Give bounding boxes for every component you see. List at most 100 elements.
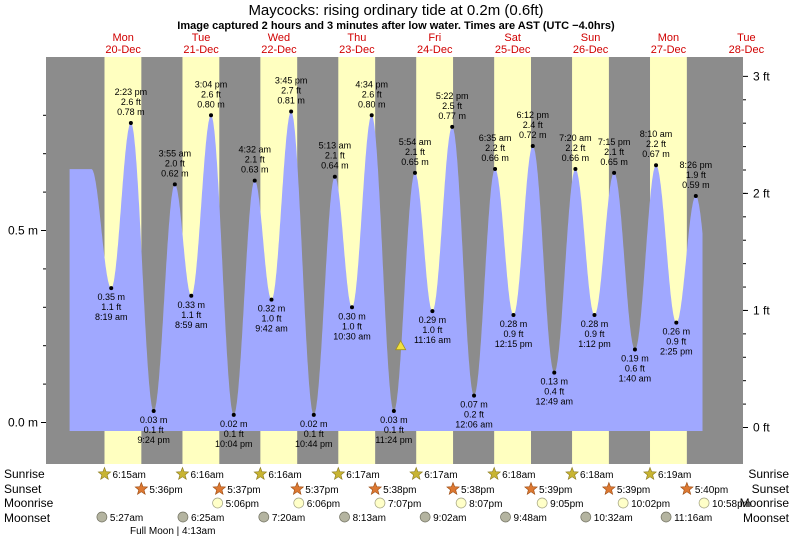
day-of-week: Tue [192,32,211,44]
tide-label: 7:20 am [559,133,592,143]
tide-point [311,412,316,417]
tide-point [109,286,114,291]
tide-label: 0.63 m [241,165,269,175]
tide-label: 0.13 m [541,377,569,387]
tide-point [252,178,257,183]
tide-label: 2.2 ft [646,139,667,149]
moonrise-time: 8:07pm [469,499,502,510]
day-of-week: Fri [428,32,441,44]
sunset-icon [368,481,383,495]
tide-label: 5:13 am [319,141,352,151]
sunrise-time: 6:15am [113,470,146,481]
moonset-label-right: Moonset [743,511,790,525]
day-date: 21-Dec [183,44,219,56]
tide-label: 12:49 am [536,397,574,407]
tide-point [412,170,417,175]
tide-point [612,170,617,175]
tide-label: 0.64 m [321,161,349,171]
tide-point [332,174,337,179]
tide-label: 0.07 m [460,400,488,410]
moonset-time: 5:27am [110,513,143,524]
chart-title: Maycocks: rising ordinary tide at 0.2m (… [248,2,543,19]
tide-label: 0.9 ft [666,337,687,347]
tide-label: 0.78 m [117,107,145,117]
tide-point [472,393,477,398]
tide-label: 0.28 m [581,319,609,329]
sunrise-icon [487,466,502,480]
day-of-week: Thu [347,32,366,44]
sunset-time: 5:38pm [461,485,494,496]
sunset-icon [134,481,149,495]
current-tide-marker [395,339,407,351]
sunrise-time: 6:16am [268,470,301,481]
tide-point [189,293,194,298]
moonrise-icon [617,497,629,509]
sunrise-label-right: Sunrise [748,467,789,481]
sunset-icon [679,481,694,495]
tide-label: 2.2 ft [485,143,506,153]
tide-label: 3:04 pm [195,79,228,89]
day-headers: Mon20-DecTue21-DecWed22-DecThu23-DecFri2… [105,32,764,56]
tide-label: 1.0 ft [342,321,363,331]
tide-extrema: 0.35 m1.1 ft8:19 am2:23 pm2.6 ft0.78 m0.… [95,75,712,448]
tide-point [573,167,578,172]
tide-label: 0.03 m [140,415,168,425]
sunset-label-right: Sunset [752,482,790,496]
sunset-time: 5:37pm [227,485,260,496]
sunrise-time: 6:18am [502,470,535,481]
tide-label: 11:24 pm [375,435,412,445]
tide-label: 6:35 am [479,133,512,143]
tide-label: 0.6 ft [625,364,646,374]
tide-label: 8:10 am [640,129,673,139]
moonset-time: 10:32am [594,513,633,524]
moonrise-icon [212,497,223,509]
tide-label: 2:25 pm [660,347,693,357]
tide-point [592,312,597,317]
moonrise-icon [698,497,710,509]
tide-label: 0.1 ft [304,429,325,439]
day-date: 27-Dec [651,44,687,56]
tide-label: 2.5 ft [442,101,463,111]
tide-label: 0.66 m [481,153,509,163]
tide-point [430,309,435,314]
sunrise-time: 6:18am [580,470,613,481]
sunrise-time: 6:17am [346,470,379,481]
tide-label: 0.29 m [419,315,447,325]
tide-point [493,167,498,172]
tide-label: 11:16 am [414,335,451,345]
tide-label: 0.66 m [562,153,590,163]
moonset-icon [419,511,431,523]
day-date: 20-Dec [105,44,141,56]
tide-label: 0.1 ft [144,425,165,435]
tide-label: 0.1 ft [384,425,405,435]
tide-point [511,312,516,317]
tide-label: 0.19 m [621,354,649,364]
tide-point [654,163,659,168]
day-of-week: Sun [581,32,601,44]
tide-label: 8:59 am [175,320,208,330]
sunset-time: 5:37pm [305,485,338,496]
tide-label: 1:12 pm [578,339,611,349]
tide-label: 1.0 ft [261,314,282,324]
sunrise-time: 6:17am [424,470,457,481]
right-tick-label: 3 ft [753,69,770,83]
tide-point [674,320,679,325]
moonrise-label-right: Moonrise [740,496,790,510]
sunset-time: 5:39pm [539,485,572,496]
tide-label: 1.1 ft [101,302,122,312]
sunset-icon [524,481,538,495]
sunset-time: 5:36pm [149,485,182,496]
sunrise-icon [97,466,112,480]
moonrise-icon [293,497,305,509]
tide-label: 0.67 m [642,149,670,159]
tide-label: 2.7 ft [281,85,302,95]
tide-point [172,182,177,187]
day-date: 26-Dec [573,44,609,56]
moonrise-time: 7:07pm [388,499,421,510]
right-tick-label: 1 ft [753,303,770,317]
sunset-icon [212,481,227,495]
tide-label: 0.35 m [97,292,125,302]
tide-label: 2.1 ft [604,147,625,157]
moonrise-icon [374,497,386,509]
